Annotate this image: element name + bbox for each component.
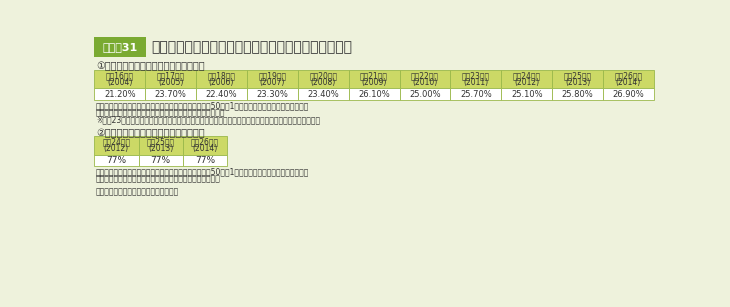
Text: 25.00%: 25.00% [410, 90, 441, 99]
FancyBboxPatch shape [182, 136, 227, 155]
Text: 25.80%: 25.80% [561, 90, 593, 99]
Text: 平成21年度: 平成21年度 [360, 72, 388, 81]
FancyBboxPatch shape [94, 155, 139, 166]
FancyBboxPatch shape [603, 70, 654, 88]
FancyBboxPatch shape [502, 88, 552, 100]
FancyBboxPatch shape [298, 70, 349, 88]
Text: (2014): (2014) [192, 144, 218, 153]
Text: 77%: 77% [107, 156, 126, 165]
FancyBboxPatch shape [196, 88, 247, 100]
Text: 平成26年度: 平成26年度 [191, 138, 219, 147]
Text: 平成17年度: 平成17年度 [157, 72, 185, 81]
FancyBboxPatch shape [552, 70, 603, 88]
Text: 平成25年度: 平成25年度 [147, 138, 174, 147]
FancyBboxPatch shape [349, 88, 399, 100]
Text: (2009): (2009) [361, 78, 387, 87]
Text: 学校給食における地場産物等の活用状況（年次推移）: 学校給食における地場産物等の活用状況（年次推移） [152, 40, 353, 54]
Text: 調査項目：学校給食に使用した食品のうち国産食材の使用率: 調査項目：学校給食に使用した食品のうち国産食材の使用率 [96, 175, 220, 184]
Text: 25.10%: 25.10% [511, 90, 542, 99]
Text: 平成22年度: 平成22年度 [411, 72, 439, 81]
Text: 平成23年度: 平成23年度 [462, 72, 490, 81]
FancyBboxPatch shape [502, 70, 552, 88]
Text: 資料：文部科学省健康教育・食育課調べ: 資料：文部科学省健康教育・食育課調べ [96, 187, 179, 196]
Text: (2013): (2013) [565, 78, 591, 87]
Text: (2006): (2006) [209, 78, 234, 87]
FancyBboxPatch shape [603, 88, 654, 100]
Text: ②学校給食における国産食材の活用状況: ②学校給食における国産食材の活用状況 [96, 128, 204, 138]
Text: 平成16年度: 平成16年度 [106, 72, 134, 81]
Text: (2013): (2013) [148, 144, 173, 153]
Text: (2005): (2005) [158, 78, 183, 87]
Text: 平成25年度: 平成25年度 [564, 72, 591, 81]
Text: 平成19年度: 平成19年度 [258, 72, 286, 81]
FancyBboxPatch shape [552, 88, 603, 100]
Text: 23.30%: 23.30% [256, 90, 288, 99]
Text: (2014): (2014) [616, 78, 641, 87]
Text: (2010): (2010) [412, 78, 437, 87]
FancyBboxPatch shape [247, 70, 298, 88]
FancyBboxPatch shape [94, 70, 145, 88]
FancyBboxPatch shape [196, 70, 247, 88]
Text: ①学校給食における地場産物の活用状況: ①学校給食における地場産物の活用状況 [96, 61, 204, 71]
Text: 平成18年度: 平成18年度 [207, 72, 236, 81]
FancyBboxPatch shape [145, 70, 196, 88]
Text: (2008): (2008) [311, 78, 336, 87]
Text: (2012): (2012) [104, 144, 129, 153]
FancyBboxPatch shape [139, 155, 182, 166]
Text: 調査項目：学校給食に使用した食品のうち地場産食材の使用率: 調査項目：学校給食に使用した食品のうち地場産食材の使用率 [96, 108, 226, 118]
FancyBboxPatch shape [94, 88, 145, 100]
FancyBboxPatch shape [94, 136, 139, 155]
Text: 平成26年度: 平成26年度 [615, 72, 642, 81]
Text: (2004): (2004) [107, 78, 132, 87]
FancyBboxPatch shape [247, 88, 298, 100]
Text: (2011): (2011) [464, 78, 488, 87]
Text: 平成20年度: 平成20年度 [310, 72, 337, 81]
Text: 図表－31: 図表－31 [102, 42, 137, 52]
Text: 77%: 77% [195, 156, 215, 165]
Text: 平成24年度: 平成24年度 [102, 138, 131, 147]
Text: 23.40%: 23.40% [307, 90, 339, 99]
Text: 26.10%: 26.10% [358, 90, 390, 99]
Text: (2012): (2012) [514, 78, 539, 87]
FancyBboxPatch shape [399, 88, 450, 100]
FancyBboxPatch shape [450, 70, 502, 88]
Text: (2007): (2007) [260, 78, 285, 87]
Text: 22.40%: 22.40% [206, 90, 237, 99]
Text: 調査対象：完全給食を実施する公立小・中学校のうち、50校に1校の割合で抽出をサンプリング調査: 調査対象：完全給食を実施する公立小・中学校のうち、50校に1校の割合で抽出をサン… [96, 102, 310, 111]
Text: 77%: 77% [150, 156, 171, 165]
FancyBboxPatch shape [399, 70, 450, 88]
FancyBboxPatch shape [349, 70, 399, 88]
Text: 25.70%: 25.70% [460, 90, 492, 99]
Text: 調査対象：完全給食を実施する公立小・中学校のうち、50校に1校の割合で抽出をサンプリング調査: 調査対象：完全給食を実施する公立小・中学校のうち、50校に1校の割合で抽出をサン… [96, 168, 310, 177]
FancyBboxPatch shape [450, 88, 502, 100]
Text: 21.20%: 21.20% [104, 90, 136, 99]
FancyBboxPatch shape [298, 88, 349, 100]
Text: ※平成23年度については、東日本大震災の影響から、岩手県、宮城県及び福島県を本調査対象より除く。: ※平成23年度については、東日本大震災の影響から、岩手県、宮城県及び福島県を本調… [96, 115, 320, 124]
FancyBboxPatch shape [145, 88, 196, 100]
FancyBboxPatch shape [94, 37, 145, 57]
Text: 23.70%: 23.70% [155, 90, 187, 99]
FancyBboxPatch shape [139, 136, 182, 155]
Text: 平成24年度: 平成24年度 [512, 72, 541, 81]
Text: 26.90%: 26.90% [612, 90, 645, 99]
FancyBboxPatch shape [182, 155, 227, 166]
